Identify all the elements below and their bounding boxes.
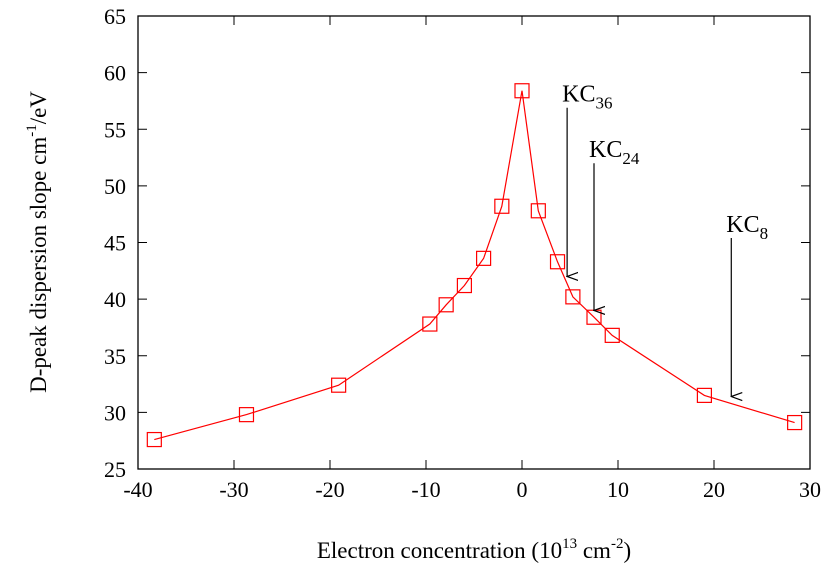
data-point-marker bbox=[565, 289, 581, 305]
x-tick-label: -20 bbox=[315, 477, 344, 502]
data-point-marker bbox=[549, 254, 566, 270]
data-point-marker bbox=[476, 250, 492, 266]
annotation-label: KC24 bbox=[589, 137, 640, 168]
x-tick-label: -40 bbox=[123, 477, 152, 502]
data-point-marker bbox=[530, 203, 546, 219]
y-tick-label: 25 bbox=[104, 457, 126, 482]
y-tick-label: 35 bbox=[104, 344, 126, 369]
data-point-marker bbox=[146, 431, 162, 448]
annotation-label-sub: 36 bbox=[595, 94, 612, 113]
y-tick-label: 60 bbox=[104, 61, 126, 86]
data-point-marker bbox=[331, 377, 347, 393]
series-line bbox=[154, 90, 795, 441]
x-tick-label: -10 bbox=[411, 477, 440, 502]
y-axis-label-exp: -1 bbox=[24, 124, 40, 137]
annotation-label: KC8 bbox=[726, 212, 768, 243]
data-point-marker bbox=[696, 387, 713, 403]
x-axis-label: Electron concentration (1013 cm-2) bbox=[317, 536, 631, 563]
data-point-marker bbox=[438, 297, 454, 313]
y-tick-label: 30 bbox=[104, 400, 126, 425]
y-axis-label-prefix: D-peak dispersion slope cm bbox=[26, 137, 51, 393]
data-point-marker bbox=[494, 198, 510, 214]
y-tick-label: 55 bbox=[104, 117, 126, 142]
annotation-label-base: KC bbox=[589, 137, 622, 163]
x-tick-label: 0 bbox=[517, 477, 528, 502]
y-tick-label: 50 bbox=[104, 174, 126, 199]
x-tick-label: 20 bbox=[703, 477, 725, 502]
x-tick-label: 30 bbox=[799, 477, 821, 502]
data-point-marker bbox=[456, 277, 472, 294]
x-axis-label-exp1: 13 bbox=[562, 536, 577, 552]
x-axis-label-prefix: Electron concentration (10 bbox=[317, 538, 562, 563]
x-tick-label: -30 bbox=[219, 477, 248, 502]
data-point-marker bbox=[604, 327, 620, 343]
annotation-label-base: KC bbox=[726, 212, 759, 238]
y-axis-label: D-peak dispersion slope cm-1/eV bbox=[24, 91, 51, 393]
axis-ticks bbox=[137, 15, 811, 470]
x-axis-label-exp2: -2 bbox=[611, 536, 624, 552]
y-tick-label: 65 bbox=[104, 4, 126, 29]
plot-frame bbox=[137, 15, 811, 470]
y-axis-label-suffix: /eV bbox=[26, 91, 51, 125]
tick-labels: -40 -30 -20 -10 0 10 20 30 25 30 35 40 45 50 55 60 65 bbox=[104, 4, 821, 502]
annotation-label-sub: 24 bbox=[622, 149, 640, 168]
series-layer bbox=[146, 83, 803, 448]
annotation-label: KC36 bbox=[562, 82, 612, 113]
data-point-marker bbox=[787, 414, 803, 431]
x-tick-label: 10 bbox=[607, 477, 629, 502]
x-axis-label-suffix: ) bbox=[623, 538, 631, 563]
data-point-marker bbox=[514, 83, 530, 99]
x-axis-label-mid: cm bbox=[577, 538, 611, 563]
data-point-marker bbox=[422, 316, 438, 332]
annotation-label-base: KC bbox=[562, 82, 595, 108]
annotation-label-sub: 8 bbox=[760, 224, 769, 243]
y-tick-label: 45 bbox=[104, 231, 126, 256]
data-point-marker bbox=[238, 407, 255, 423]
y-tick-label: 40 bbox=[104, 287, 126, 312]
